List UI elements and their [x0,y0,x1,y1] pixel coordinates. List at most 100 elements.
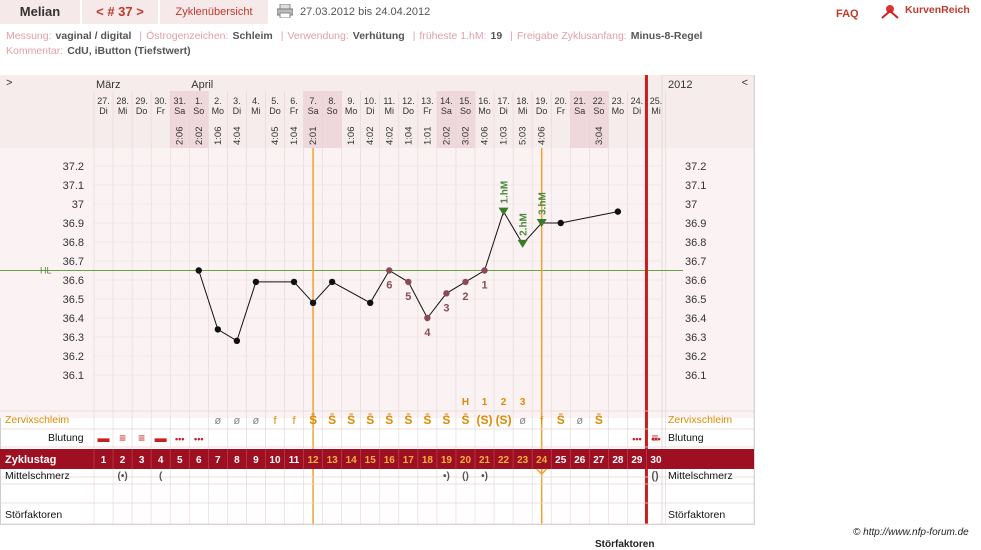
weekend-shade-header [303,91,323,148]
brand-link[interactable]: KurvenReich [905,4,970,16]
temperature-point [214,326,222,333]
blutung-mark: ••• [632,434,641,444]
date-number: 22. [593,96,606,106]
y-tick-label-left: 36.9 [63,218,84,230]
meta-separator: | [412,30,416,42]
date-number: 3. [233,96,241,106]
y-tick-label-right: 36.1 [685,370,706,382]
meta-key: früheste 1.hM: [419,30,487,42]
high-measurement-label: 3.hM [538,192,549,215]
measure-time: 1:04 [403,127,414,146]
temperature-point [252,278,260,286]
zervix-peak-marker: 3 [520,397,526,408]
weekday-label: Fr [423,106,432,116]
meta-value: Minus-8-Regel [630,30,703,42]
zyklustag-label: Zyklustag [5,454,56,466]
y-tick-label-left: 37.2 [63,161,84,173]
fertile-end-chevron [536,468,548,476]
weekend-shade-header [170,91,190,148]
measure-time: 2:02 [441,127,452,146]
zyklustag-number: 4 [158,455,164,466]
measure-time: 3:02 [460,127,471,146]
zyklustag-number: 6 [196,455,202,466]
zervix-label-right: Zervixschleim [668,414,732,426]
zyklustag-number: 12 [308,455,320,466]
zyklustag-number: 26 [574,455,586,466]
temperature-point [367,299,374,306]
zyklustag-number: 28 [612,455,624,466]
zyklustag-number: 19 [441,455,453,466]
temperature-point [405,278,412,286]
mittelschmerz-mark: •) [481,471,488,482]
weekday-label: Di [499,106,508,116]
faq-link[interactable]: FAQ [836,8,859,20]
zyklustag-number: 22 [498,455,510,466]
blutung-label: Blutung [48,432,84,444]
meta-separator: | [510,30,513,42]
weekday-label: Mi [518,106,528,116]
temperature-point [195,267,202,274]
mittelschmerz-mark-next-cycle: () [651,470,659,482]
zyklustag-number: 29 [631,455,643,466]
year-label: 2012 [668,79,692,91]
blutung-mark-next-cycle: ≡ [651,431,658,445]
meta-value: Verhütung [352,30,405,42]
blutung-mark: ▬ [98,431,110,445]
zervix-mark: (S) [477,413,493,427]
zyklustag-number: 25 [555,455,567,466]
meta-separator: | [139,30,143,42]
y-tick-label-left: 37.1 [63,180,84,192]
zervix-mark: f [292,415,296,427]
y-tick-label-left: 36.6 [63,275,84,287]
measure-time: 2:06 [175,127,186,146]
zervix-mark: S̄ [404,413,412,427]
date-number: 23. [612,96,625,106]
date-number: 21. [574,96,587,106]
measure-time: 4:06 [537,127,548,146]
blutung-mark: ••• [194,434,203,444]
zyklustag-bar [0,449,754,469]
y-tick-label-right: 37 [685,199,697,211]
overview-tab[interactable]: Zyklenübersicht [160,0,268,24]
zyklustag-number: 13 [327,455,339,466]
zervix-mark: S̄ [423,413,431,427]
meta-key: Östrogenzeichen: [146,30,229,42]
zervix-mark: ø [234,415,241,427]
blutung-mark: ≡ [119,431,126,445]
zyklustag-number: 20 [460,455,472,466]
cycle-nav-tab[interactable]: < # 37 > [82,0,158,24]
zyklustag-number: 7 [215,455,221,466]
zyklustag-number: 1 [101,455,107,466]
temperature-point [557,219,564,227]
weekday-label: Fr [156,106,165,116]
weekday-label: Sa [308,106,319,116]
y-tick-label-right: 36.4 [685,313,706,325]
meta-value: Schleim [232,30,273,42]
zyklustag-number: 8 [234,455,240,466]
low-count-label: 3 [443,302,449,314]
zyklustag-number: 15 [365,455,377,466]
blutung-mark: ••• [175,434,184,444]
y-tick-label-left: 36.5 [63,294,84,306]
month-label: April [191,79,213,91]
meta-row-1: Messung: vaginal / digital | Östrogenzeiche… [6,30,706,42]
weekday-label: Sa [174,106,185,116]
date-number: 6. [290,96,298,106]
zyklustag-number: 14 [346,455,358,466]
weekend-shade-header [455,91,475,148]
measure-time: 4:05 [270,127,281,146]
measure-time: 5:03 [518,127,529,146]
chart-owner-tab[interactable]: Melian [0,0,80,24]
zervix-mark: S̄ [461,413,469,427]
zervix-mark: ø [576,415,583,427]
date-number: 29. [135,96,148,106]
date-number: 27. [97,96,110,106]
zervix-peak-marker: H [462,397,469,408]
zyklustag-number: 3 [139,455,145,466]
temp-band [0,148,754,418]
y-tick-label-right: 36.3 [685,332,706,344]
date-number: 2. [214,96,222,106]
high-temp-marker [498,207,509,216]
printer-icon[interactable] [276,3,294,19]
blutung-mark: ≡ [138,431,145,445]
